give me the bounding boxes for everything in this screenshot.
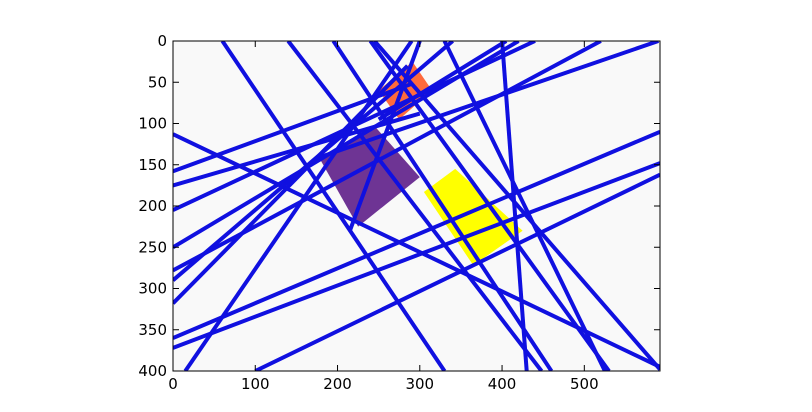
x-tick-label: 500 [570,375,599,393]
y-tick-label: 50 [148,73,167,91]
y-tick-label: 200 [138,197,167,215]
y-tick-label: 0 [157,32,167,50]
y-tick-label: 350 [138,321,167,339]
line-7 [442,41,607,371]
line-18 [183,41,414,371]
x-tick-label: 300 [405,375,434,393]
y-tick-label: 150 [138,156,167,174]
x-axis: 0 100 200 300 400 500 [168,41,599,393]
y-tick-label: 400 [138,362,167,380]
line-22 [316,41,660,160]
plot-marks [173,41,660,371]
y-tick-label: 100 [138,115,167,133]
line-16 [173,161,660,350]
y-tick-label: 300 [138,280,167,298]
line-15 [173,129,660,340]
x-tick-label: 200 [323,375,352,393]
line-21 [500,41,529,371]
x-tick-label: 100 [241,375,270,393]
line-2 [220,41,447,371]
polygon-3 [423,168,523,266]
y-axis: 0 50 100 150 200 250 300 350 400 [138,32,660,380]
y-tick-label: 250 [138,238,167,256]
line-6 [331,41,554,371]
line-3 [286,41,544,371]
line-20 [377,41,508,122]
line-17 [254,172,660,371]
x-tick-label: 400 [488,375,517,393]
x-tick-label: 0 [168,375,178,393]
line-11 [173,41,520,250]
